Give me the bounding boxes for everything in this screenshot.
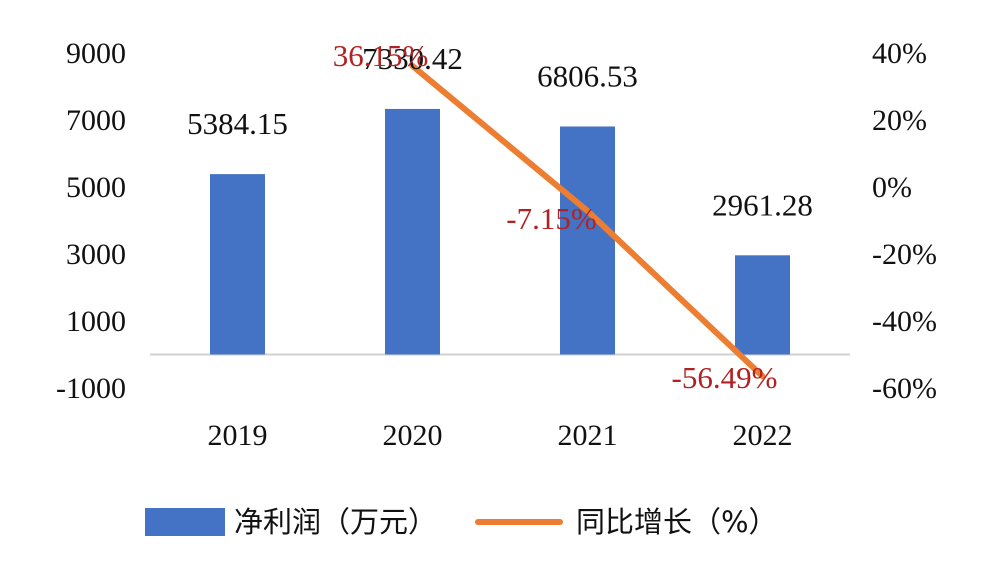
legend-line-label: 同比增长（%）: [576, 505, 778, 539]
bar-value-label: 2961.28: [712, 187, 813, 222]
growth-value-label: 36.15%: [333, 38, 429, 73]
y-right-tick-label: -60%: [872, 372, 937, 405]
bar-value-label: 6806.53: [537, 58, 638, 93]
bar: [560, 126, 615, 355]
y-right-tick-label: 40%: [872, 37, 927, 70]
y-right-tick-label: 0%: [872, 171, 912, 204]
x-tick-label: 2019: [208, 419, 268, 452]
y-left-tick-label: 9000: [66, 37, 126, 70]
legend: 净利润（万元） 同比增长（%）: [145, 505, 778, 539]
legend-bar-label: 净利润（万元）: [234, 505, 437, 539]
legend-bar-swatch: [145, 508, 225, 536]
growth-value-label: -56.49%: [672, 360, 778, 395]
bar-value-label: 5384.15: [187, 106, 288, 141]
bar: [735, 255, 790, 355]
bar: [210, 174, 265, 355]
growth-value-label: -7.15%: [506, 201, 596, 236]
x-tick-label: 2020: [383, 419, 443, 452]
bar: [385, 108, 440, 355]
y-right-tick-label: 20%: [872, 104, 927, 137]
y-right-tick-label: -20%: [872, 238, 937, 271]
bars-layer: [210, 108, 790, 355]
y-left-tick-label: 5000: [66, 171, 126, 204]
labels-layer: 5384.15 7330.42 6806.53 2961.28 36.15% -7.15%…: [187, 38, 813, 395]
y-right-tick-label: -40%: [872, 305, 937, 338]
x-tick-label: 2021: [558, 419, 618, 452]
y-left-tick-label: -1000: [56, 372, 126, 405]
bar-value-label: 7330.42: [362, 41, 463, 76]
y-left-tick-label: 1000: [66, 305, 126, 338]
y-left-tick-label: 3000: [66, 238, 126, 271]
line-layer: [409, 62, 766, 380]
y-left-tick-label: 7000: [66, 104, 126, 137]
x-tick-label: 2022: [733, 419, 793, 452]
ticks-layer: 9000 7000 5000 3000 1000 -1000 40% 20% 0% -20% -40…: [56, 37, 937, 452]
